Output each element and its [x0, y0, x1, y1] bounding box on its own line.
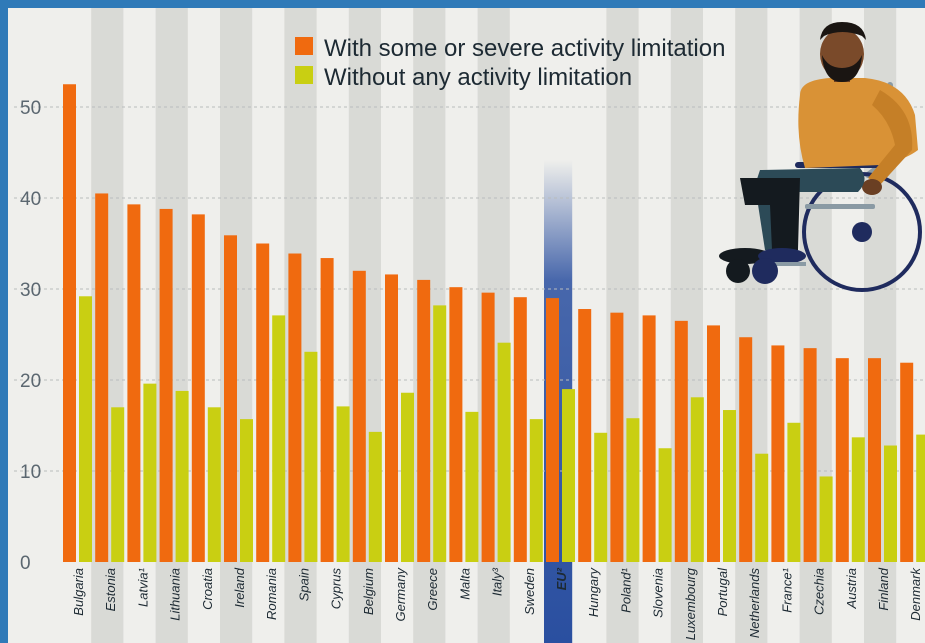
bar-with-limitation: [224, 235, 237, 562]
bar-with-limitation: [513, 297, 527, 562]
bar-without-limitation: [304, 351, 318, 562]
x-category-label: Finland: [876, 567, 891, 610]
x-category-label: Portugal: [715, 567, 730, 617]
bar-without-limitation: [658, 448, 672, 562]
x-category-label: Austria: [844, 568, 859, 609]
bar-without-limitation: [594, 432, 608, 562]
legend-label-without-limitation: Without any activity limitation: [324, 64, 632, 91]
bar-with-limitation: [868, 358, 881, 562]
bar-without-limitation: [755, 453, 769, 562]
x-category-label: Slovenia: [651, 568, 666, 618]
bar-without-limitation: [368, 431, 382, 562]
bar-with-limitation: [256, 243, 270, 562]
x-category-label: Romania: [264, 568, 279, 620]
x-category-label: Belgium: [361, 568, 376, 615]
bar-without-limitation: [336, 406, 350, 562]
x-category-label: Germany: [393, 567, 408, 622]
x-category-label: Denmark: [908, 567, 923, 621]
bar-without-limitation: [465, 411, 479, 562]
bar-with-limitation: [159, 208, 173, 563]
bar-without-limitation: [626, 418, 640, 562]
bar-without-limitation: [884, 445, 897, 562]
bar-with-limitation: [288, 253, 302, 562]
x-category-label: Netherlands: [747, 568, 762, 639]
bar-with-limitation: [63, 84, 76, 562]
x-category-label: France¹: [779, 567, 794, 612]
bar-without-limitation: [272, 315, 286, 562]
bar-with-limitation: [127, 204, 141, 562]
bar-without-limitation: [690, 397, 704, 562]
bar-with-limitation: [546, 298, 559, 562]
bar-without-limitation: [79, 296, 92, 562]
x-category-label: Estonia: [103, 568, 118, 611]
bar-without-limitation: [529, 419, 543, 562]
bar-with-limitation: [385, 274, 398, 562]
x-category-label: Cyprus: [329, 568, 344, 610]
legend-swatch-with-limitation: [295, 37, 313, 55]
bar-with-limitation: [449, 287, 463, 562]
bar-without-limitation: [143, 383, 157, 562]
bar-with-limitation: [674, 320, 688, 562]
bar-with-limitation: [835, 358, 849, 562]
x-category-label: Spain: [296, 568, 311, 601]
bar-with-limitation: [610, 312, 624, 562]
bar-with-limitation: [320, 258, 334, 562]
bar-without-limitation: [433, 305, 447, 562]
bar-with-limitation: [707, 325, 720, 562]
bar-with-limitation: [900, 362, 914, 562]
legend-swatch-without-limitation: [295, 66, 313, 84]
y-tick-label: 30: [20, 280, 41, 301]
x-category-label: Croatia: [200, 568, 215, 610]
bar-without-limitation: [787, 422, 801, 562]
bar-without-limitation: [562, 389, 575, 562]
x-category-label: Lithuania: [168, 568, 183, 621]
bar-with-limitation: [739, 337, 753, 562]
bar-without-limitation: [916, 434, 925, 562]
y-tick-label: 40: [20, 189, 41, 210]
bar-without-limitation: [175, 390, 189, 562]
y-tick-label: 50: [20, 98, 41, 119]
legend-label-with-limitation: With some or severe activity limitation: [324, 35, 725, 62]
x-category-label: Italy³: [490, 567, 505, 596]
bar-without-limitation: [819, 476, 833, 562]
bar-with-limitation: [642, 315, 656, 562]
wheelchair-user-icon: [719, 22, 922, 292]
x-category-label: Hungary: [586, 567, 601, 618]
x-category-label: Greece: [425, 568, 440, 611]
bar-without-limitation: [207, 407, 221, 562]
bar-with-limitation: [578, 309, 592, 562]
bar-with-limitation: [771, 345, 785, 562]
x-category-label: Ireland: [232, 567, 247, 608]
x-category-label: EU²: [554, 567, 569, 590]
x-category-label: Czechia: [812, 568, 827, 615]
bar-with-limitation: [191, 214, 205, 562]
bar-with-limitation: [481, 292, 495, 562]
bar-without-limitation: [497, 342, 511, 562]
y-tick-label: 20: [20, 371, 41, 392]
bar-without-limitation: [240, 419, 253, 562]
y-tick-label: 10: [20, 462, 41, 483]
bar-without-limitation: [723, 410, 736, 562]
legend: With some or severe activity limitation …: [295, 35, 725, 91]
y-tick-label: 0: [20, 553, 31, 574]
x-category-label: Poland¹: [618, 567, 633, 612]
bar-with-limitation: [95, 193, 109, 562]
bar-without-limitation: [401, 392, 414, 562]
bar-with-limitation: [803, 348, 817, 562]
bar-without-limitation: [111, 407, 125, 562]
bar-without-limitation: [851, 437, 865, 562]
x-category-label: Malta: [457, 568, 472, 600]
x-category-label: Luxembourg: [683, 567, 698, 640]
bar-with-limitation: [417, 279, 431, 562]
x-category-label: Sweden: [522, 568, 537, 615]
bar-with-limitation: [352, 270, 366, 562]
x-category-label: Bulgaria: [71, 568, 86, 616]
x-category-label: Latvia¹: [135, 567, 150, 607]
